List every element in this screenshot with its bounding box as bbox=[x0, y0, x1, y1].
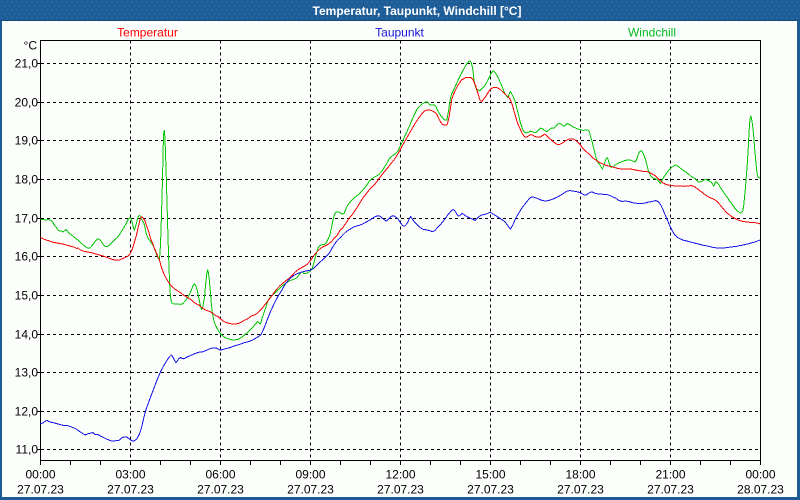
svg-text:27.07.23: 27.07.23 bbox=[197, 483, 244, 497]
svg-text:21:00: 21:00 bbox=[655, 468, 685, 482]
svg-text:Taupunkt: Taupunkt bbox=[375, 26, 424, 40]
svg-text:03:00: 03:00 bbox=[115, 468, 145, 482]
svg-text:19,0: 19,0 bbox=[15, 134, 39, 148]
svg-text:Windchill: Windchill bbox=[628, 26, 676, 40]
svg-text:27.07.23: 27.07.23 bbox=[467, 483, 514, 497]
svg-text:Temperatur, Taupunkt, Windchil: Temperatur, Taupunkt, Windchill [°C] bbox=[313, 4, 522, 18]
svg-text:18:00: 18:00 bbox=[565, 468, 595, 482]
svg-text:06:00: 06:00 bbox=[205, 468, 235, 482]
svg-text:16,0: 16,0 bbox=[15, 250, 39, 264]
svg-text:09:00: 09:00 bbox=[295, 468, 325, 482]
svg-text:15:00: 15:00 bbox=[475, 468, 505, 482]
svg-text:00:00: 00:00 bbox=[745, 468, 775, 482]
svg-text:Temperatur: Temperatur bbox=[117, 26, 178, 40]
svg-text:21,0: 21,0 bbox=[15, 57, 39, 71]
svg-text:15,0: 15,0 bbox=[15, 289, 39, 303]
svg-text:20,0: 20,0 bbox=[15, 96, 39, 110]
svg-text:27.07.23: 27.07.23 bbox=[377, 483, 424, 497]
svg-text:12,0: 12,0 bbox=[15, 405, 39, 419]
svg-text:28.07.23: 28.07.23 bbox=[737, 483, 784, 497]
svg-text:12:00: 12:00 bbox=[385, 468, 415, 482]
svg-text:27.07.23: 27.07.23 bbox=[557, 483, 604, 497]
svg-text:14,0: 14,0 bbox=[15, 328, 39, 342]
svg-text:17,0: 17,0 bbox=[15, 212, 39, 226]
svg-text:27.07.23: 27.07.23 bbox=[17, 483, 64, 497]
svg-text:27.07.23: 27.07.23 bbox=[287, 483, 334, 497]
svg-text:°C: °C bbox=[24, 39, 38, 53]
svg-text:27.07.23: 27.07.23 bbox=[107, 483, 154, 497]
svg-text:13,0: 13,0 bbox=[15, 366, 39, 380]
svg-text:18,0: 18,0 bbox=[15, 173, 39, 187]
svg-text:00:00: 00:00 bbox=[25, 468, 55, 482]
svg-text:11,0: 11,0 bbox=[16, 443, 39, 457]
svg-text:27.07.23: 27.07.23 bbox=[647, 483, 694, 497]
